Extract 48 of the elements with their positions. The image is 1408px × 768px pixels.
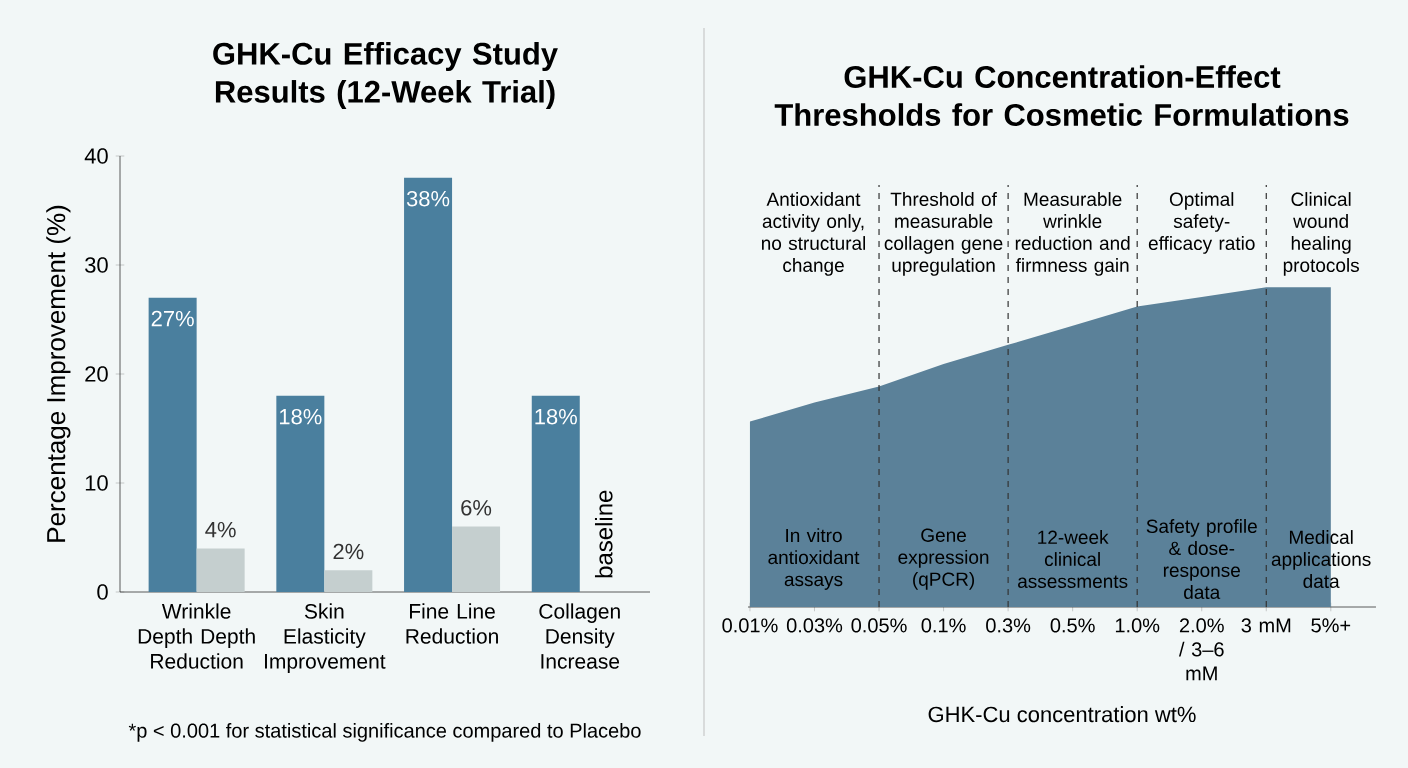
x-tick-label: 0.01% bbox=[722, 618, 778, 633]
x-tick-label: 0.1% bbox=[921, 618, 966, 633]
y-tick-label: 10 bbox=[85, 475, 108, 491]
x-tick-label: 2.0% / 3–6 mM bbox=[1178, 618, 1224, 681]
x-tick-label: Fine Line Reduction bbox=[406, 603, 498, 644]
text: *p < 0.001 for statistical significance compared to Placebo bbox=[128, 723, 641, 742]
annotation: In vitro antioxidant assays bbox=[768, 528, 860, 590]
y-tick-label: 40 bbox=[84, 148, 108, 164]
data-label: 2% bbox=[333, 543, 364, 560]
bar bbox=[404, 177, 453, 592]
x-axis-title: GHK-Cu concentration wt% bbox=[928, 706, 1196, 723]
x-tick-label: 5%+ bbox=[1311, 618, 1351, 633]
x-tick-label: 0.3% bbox=[986, 618, 1031, 633]
data-label: 6% bbox=[461, 499, 492, 516]
bar bbox=[531, 395, 580, 592]
bar bbox=[324, 570, 373, 592]
x-tick-label: Collagen Density Increase bbox=[539, 603, 620, 669]
x-tick-label: 1.0% bbox=[1115, 618, 1160, 633]
data-label: 27% bbox=[151, 310, 194, 327]
x-tick-label: 0.5% bbox=[1050, 618, 1095, 633]
bar bbox=[148, 297, 197, 592]
chart-title: GHK-Cu Concentration-Effect Thresholds for Cosmetic Formulations bbox=[774, 65, 1349, 126]
x-tick-label: Wrinkle Depth Depth Reduction bbox=[138, 603, 255, 669]
bar bbox=[196, 548, 245, 592]
annotation: 12-week clinical assessments bbox=[1018, 530, 1128, 589]
text: Antioxidant activity only, no structural change bbox=[761, 192, 866, 276]
text: Clinical wound healing protocols bbox=[1283, 192, 1359, 276]
text: Threshold of measurable collagen gene upregulation bbox=[884, 192, 1003, 276]
text: Optimal safety-efficacy ratio bbox=[1148, 192, 1255, 254]
data-label: 38% bbox=[406, 190, 450, 207]
data-label: 18% bbox=[535, 408, 577, 425]
annotation: Safety profile & dose-response data bbox=[1146, 519, 1257, 600]
bar bbox=[276, 395, 325, 592]
annotation: Gene expression (qPCR) bbox=[898, 528, 989, 590]
y-tick-label: 20 bbox=[85, 366, 108, 382]
x-tick-label: 3 mM bbox=[1241, 618, 1291, 633]
y-tick-label: 0 bbox=[97, 584, 108, 600]
data-label: 4% bbox=[205, 521, 236, 538]
x-tick-label: 0.05% bbox=[851, 618, 907, 633]
data-label: 18% bbox=[279, 408, 322, 425]
bar bbox=[452, 526, 501, 592]
x-tick-label: 0.03% bbox=[786, 618, 843, 633]
chart-title: GHK-Cu Efficacy Study Results (12-Week Trial) bbox=[213, 42, 558, 109]
annotation: baseline bbox=[594, 490, 613, 578]
y-tick-label: 30 bbox=[85, 257, 108, 273]
y-axis-title: Percentage Improvement (%) bbox=[46, 205, 71, 542]
text: Measurable wrinkle reduction and firmness gain bbox=[1015, 192, 1130, 276]
x-tick-label: Skin Elasticity Improvement bbox=[265, 603, 386, 673]
